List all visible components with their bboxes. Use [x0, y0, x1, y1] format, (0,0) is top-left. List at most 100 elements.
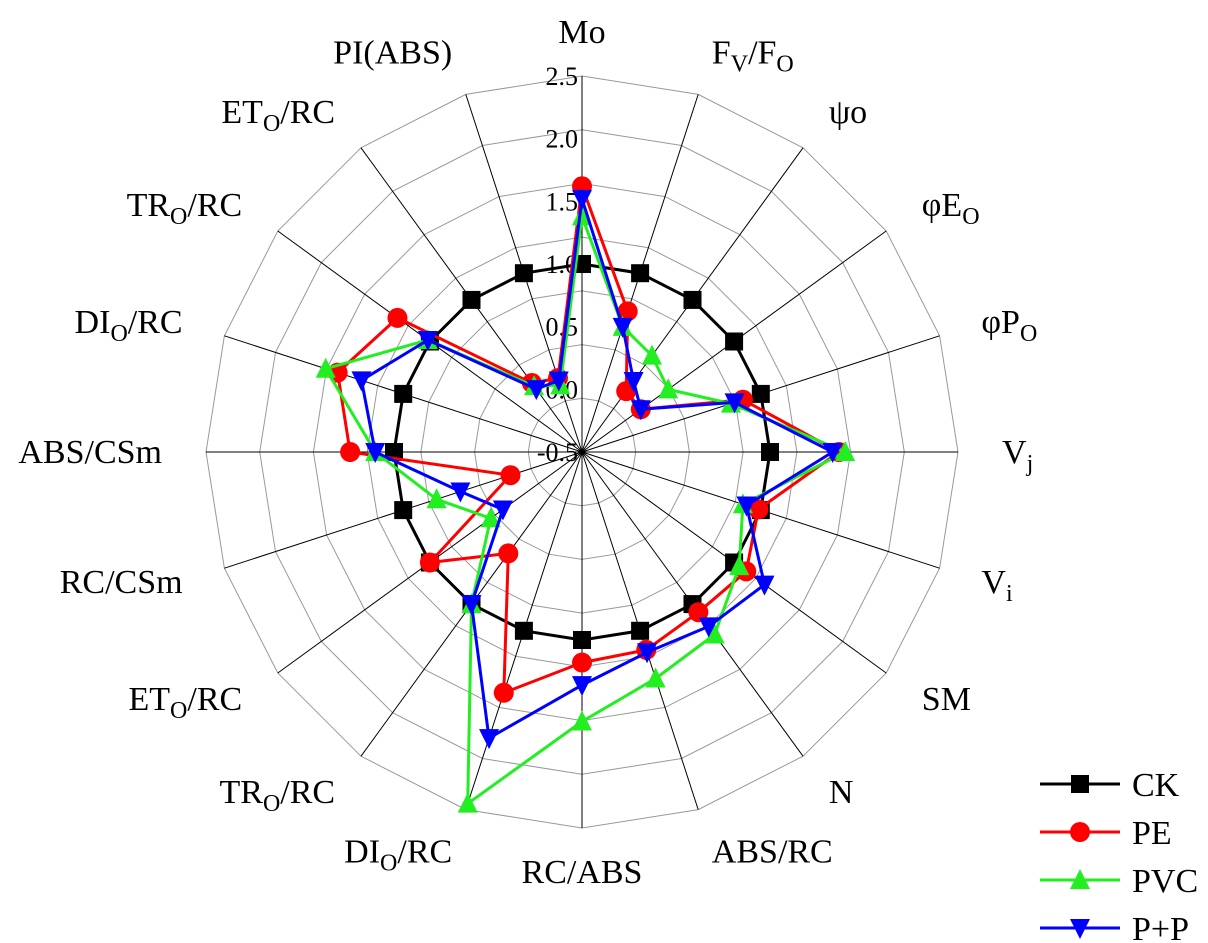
data-point	[351, 371, 372, 392]
data-point	[754, 575, 775, 596]
data-point	[683, 290, 702, 309]
legend-item: PVC	[1040, 863, 1198, 900]
data-point	[736, 496, 757, 517]
axis-label-main2: /RC	[397, 833, 452, 870]
data-point	[835, 441, 856, 461]
data-point	[365, 443, 386, 463]
data-point	[688, 602, 709, 623]
data-point	[394, 501, 413, 520]
data-point	[514, 621, 533, 640]
legend-label: CK	[1132, 767, 1180, 804]
tick-label: 2.5	[546, 62, 579, 91]
data-point	[725, 332, 744, 351]
axis-label-main: V	[981, 564, 1006, 601]
axis-label: ABS/RC	[712, 833, 833, 870]
data-point	[450, 482, 471, 503]
axis-label-main: ABS/CSm	[18, 434, 162, 471]
data-point	[514, 264, 533, 283]
axis-label-main: DI	[344, 833, 380, 870]
tick-label: 2.0	[546, 125, 579, 154]
axis-label: ABS/CSm	[18, 434, 162, 471]
series-ck	[385, 255, 779, 649]
data-point	[572, 710, 592, 731]
data-point	[822, 443, 843, 463]
tick-label: 1.5	[546, 187, 579, 216]
legend-marker	[1070, 919, 1090, 939]
data-point	[480, 507, 501, 528]
axis-label-main2: /RC	[187, 681, 242, 718]
data-point	[751, 384, 770, 403]
axis-label-main2: /RC	[280, 774, 335, 811]
axis-label: SM	[922, 681, 971, 718]
axis-label: ETO/RC	[221, 94, 335, 137]
tick-label: -0.5	[537, 438, 578, 467]
data-point	[641, 344, 662, 365]
data-point	[612, 317, 633, 338]
data-point	[623, 372, 644, 393]
series-p-p	[351, 189, 843, 750]
data-point	[630, 400, 651, 421]
axis-label-main: N	[829, 774, 854, 811]
axis-label-sub: O	[962, 204, 979, 230]
axis-label-sub: O	[1020, 321, 1037, 347]
data-point	[457, 792, 478, 813]
axis-label: FV/FO	[712, 35, 794, 78]
axis-label-sub: O	[170, 698, 187, 724]
data-point	[729, 555, 750, 576]
data-point	[704, 623, 725, 644]
axis-label-main: DI	[75, 304, 111, 341]
axis-label: RC/CSm	[60, 564, 183, 601]
axis-label: DIO/RC	[344, 833, 452, 876]
data-point	[315, 357, 336, 378]
axis-label-main: V	[1002, 434, 1027, 471]
axis-label: Vi	[981, 564, 1013, 607]
axis-label-main: ABS/RC	[712, 833, 833, 870]
data-point	[572, 676, 592, 697]
axis-label: Vj	[1002, 434, 1033, 477]
data-point	[572, 205, 592, 226]
axis-label-main2: /RC	[187, 187, 242, 224]
axis-label-main2: /RC	[280, 94, 335, 131]
data-point	[631, 264, 650, 283]
legend-label: PE	[1132, 815, 1172, 852]
data-point	[658, 378, 679, 399]
axis-label: Mo	[558, 14, 605, 51]
data-point	[426, 488, 447, 509]
axis-label: φPO	[981, 304, 1037, 347]
axis-label-sub: O	[110, 321, 127, 347]
data-point	[573, 631, 591, 649]
axis-label-main2: /F	[748, 35, 776, 72]
axis-label-sub: O	[263, 111, 280, 137]
data-point	[698, 617, 719, 638]
axis-label-sub: j	[1026, 451, 1034, 477]
axis-label-main: φP	[981, 304, 1020, 341]
axis-label-main: PI(ABS)	[333, 35, 452, 72]
axis-label-main: TR	[127, 187, 171, 224]
axis-label: PI(ABS)	[333, 35, 452, 72]
data-point	[417, 331, 438, 352]
data-point	[724, 393, 745, 414]
axis-label-main: ψo	[829, 94, 867, 131]
data-point	[498, 543, 519, 564]
data-series	[315, 176, 856, 813]
axis-label: N	[829, 774, 854, 811]
legend-label: PVC	[1132, 863, 1198, 900]
data-point	[572, 189, 592, 210]
legend-item: PE	[1040, 815, 1172, 852]
axis-label-main2: /RC	[128, 304, 183, 341]
data-point	[761, 443, 779, 461]
axis-label-main: ET	[128, 681, 170, 718]
data-point	[419, 552, 440, 573]
data-point	[748, 499, 769, 520]
legend-marker	[1070, 822, 1090, 842]
data-point	[394, 384, 413, 403]
data-point	[548, 371, 569, 392]
legend-label: P+P	[1132, 911, 1189, 943]
data-point	[462, 290, 481, 309]
axis-label-sub: O	[380, 850, 397, 876]
axis-label-main: φE	[922, 187, 962, 224]
axis-label-sub: i	[1006, 581, 1013, 607]
axis-label: φEO	[922, 187, 980, 230]
data-point	[637, 643, 658, 664]
axis-label: TRO/RC	[127, 187, 243, 230]
